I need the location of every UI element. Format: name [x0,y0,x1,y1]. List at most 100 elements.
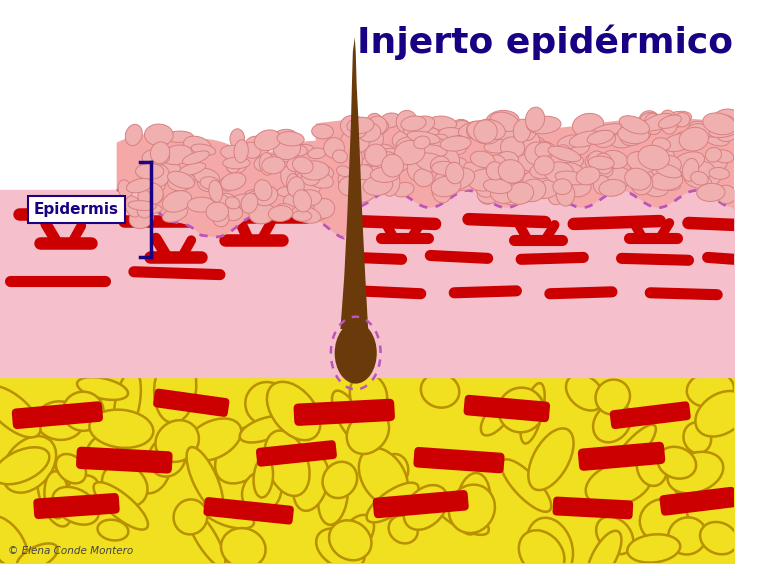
Ellipse shape [249,204,276,224]
Ellipse shape [220,145,247,160]
Ellipse shape [449,135,468,154]
Ellipse shape [482,166,497,183]
Ellipse shape [0,448,49,484]
Ellipse shape [429,116,456,130]
FancyBboxPatch shape [204,497,294,525]
FancyBboxPatch shape [293,399,395,426]
Ellipse shape [523,171,550,193]
Ellipse shape [619,116,650,134]
Ellipse shape [606,167,631,189]
Ellipse shape [162,191,192,212]
Ellipse shape [431,176,461,197]
Ellipse shape [323,462,357,498]
Ellipse shape [668,517,707,555]
Ellipse shape [370,167,399,183]
Ellipse shape [312,124,333,139]
Ellipse shape [513,119,531,142]
Ellipse shape [586,462,651,506]
Ellipse shape [137,203,152,218]
Ellipse shape [684,173,712,188]
Ellipse shape [254,130,281,151]
Ellipse shape [631,172,653,195]
Ellipse shape [163,207,187,222]
Ellipse shape [516,121,536,141]
Ellipse shape [445,162,464,184]
Ellipse shape [535,142,552,158]
Ellipse shape [201,502,254,529]
Ellipse shape [407,131,440,144]
Ellipse shape [486,111,519,132]
Ellipse shape [595,163,613,177]
Ellipse shape [226,197,240,209]
Ellipse shape [645,183,668,196]
Ellipse shape [535,180,561,199]
Ellipse shape [450,158,468,173]
Ellipse shape [527,518,573,576]
Ellipse shape [221,528,266,568]
Ellipse shape [481,397,513,435]
Ellipse shape [376,148,406,168]
Ellipse shape [340,135,360,156]
Ellipse shape [657,447,696,479]
Ellipse shape [459,165,487,185]
Ellipse shape [417,145,447,157]
Ellipse shape [341,132,374,150]
Ellipse shape [300,161,329,180]
Ellipse shape [667,452,723,494]
Ellipse shape [644,113,662,134]
Ellipse shape [253,186,278,206]
FancyBboxPatch shape [12,401,103,429]
Ellipse shape [365,144,387,166]
Ellipse shape [694,156,727,174]
Ellipse shape [401,116,426,131]
Ellipse shape [138,169,161,180]
Ellipse shape [571,137,590,154]
Ellipse shape [593,403,631,442]
Ellipse shape [286,157,305,172]
Ellipse shape [377,151,399,173]
Ellipse shape [277,131,304,146]
Ellipse shape [293,190,312,212]
Ellipse shape [670,453,700,498]
Ellipse shape [149,168,171,183]
Ellipse shape [565,175,590,190]
Ellipse shape [230,129,244,148]
Ellipse shape [659,111,691,128]
Ellipse shape [501,459,551,512]
Ellipse shape [526,137,548,160]
Ellipse shape [339,177,359,196]
Ellipse shape [276,143,296,162]
Ellipse shape [640,499,688,543]
Ellipse shape [344,180,377,203]
Ellipse shape [98,520,128,540]
Ellipse shape [556,182,574,206]
Ellipse shape [662,134,694,151]
Ellipse shape [240,416,289,442]
Ellipse shape [672,152,704,172]
Ellipse shape [129,208,154,229]
Ellipse shape [344,147,365,162]
Ellipse shape [306,158,337,178]
Ellipse shape [292,145,307,156]
Ellipse shape [525,142,548,165]
FancyBboxPatch shape [372,490,468,518]
Ellipse shape [313,199,335,218]
Ellipse shape [411,128,434,141]
Ellipse shape [174,499,207,535]
Ellipse shape [234,140,248,162]
Ellipse shape [483,179,512,194]
Ellipse shape [617,125,649,143]
Ellipse shape [304,170,333,188]
Ellipse shape [154,160,181,173]
Ellipse shape [713,150,734,163]
FancyBboxPatch shape [256,440,337,467]
Ellipse shape [227,154,243,166]
Ellipse shape [415,153,448,172]
Ellipse shape [316,529,365,569]
Ellipse shape [313,143,336,167]
Ellipse shape [441,147,459,171]
Ellipse shape [677,135,706,150]
Ellipse shape [17,543,58,571]
Ellipse shape [341,130,369,153]
Ellipse shape [527,116,561,134]
